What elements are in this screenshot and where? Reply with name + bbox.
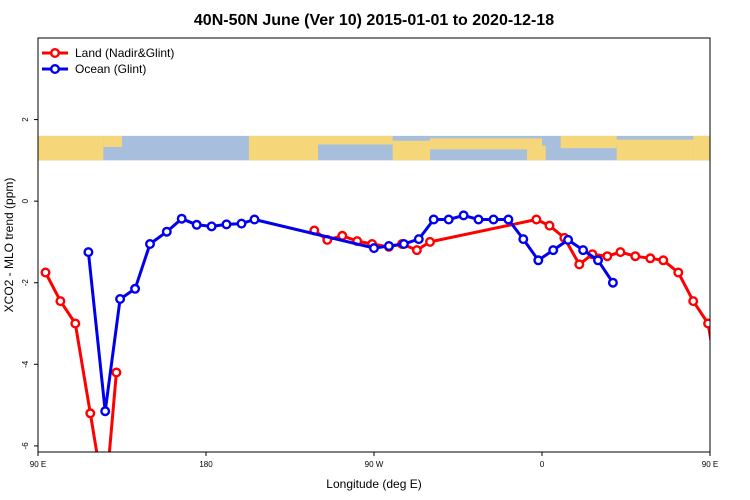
y-tick-label: -2 bbox=[21, 279, 30, 287]
data-point-ocean bbox=[488, 214, 499, 225]
data-point-ocean bbox=[473, 214, 484, 225]
x-axis: 90 E 180 90 W 0 90 E bbox=[30, 452, 718, 469]
legend-label-ocean: Ocean (Glint) bbox=[75, 62, 146, 76]
data-point-ocean bbox=[249, 214, 260, 225]
map-strip bbox=[38, 135, 750, 161]
data-point-land bbox=[544, 220, 555, 231]
data-point-land bbox=[411, 245, 422, 256]
legend: Land (Nadir&Glint) Ocean (Glint) bbox=[42, 46, 174, 76]
series-line-land bbox=[313, 218, 710, 344]
data-point-ocean bbox=[593, 255, 604, 266]
map-land bbox=[527, 145, 546, 161]
series-line-ocean bbox=[721, 232, 750, 412]
map-land bbox=[38, 135, 104, 161]
data-point-ocean bbox=[398, 238, 409, 249]
y-tick-label: 0 bbox=[21, 198, 30, 203]
y-tick-label: -6 bbox=[21, 442, 30, 450]
data-point-land bbox=[703, 318, 710, 329]
data-point-land bbox=[719, 410, 727, 418]
data-point-ocean bbox=[191, 219, 202, 230]
data-point-ocean bbox=[83, 247, 94, 258]
legend-label-land: Land (Nadir&Glint) bbox=[75, 46, 174, 60]
x-tick-label: 180 bbox=[199, 460, 213, 469]
y-axis: -6 -4 -2 0 2 bbox=[21, 117, 38, 450]
data-point-land bbox=[574, 259, 585, 270]
series-line-ocean bbox=[86, 213, 615, 413]
data-point-land bbox=[85, 408, 96, 419]
series-line-land bbox=[742, 373, 750, 459]
map-land bbox=[430, 138, 542, 150]
data-point-land bbox=[630, 251, 641, 262]
series-layer bbox=[40, 210, 750, 459]
data-point-land bbox=[658, 255, 669, 266]
map-land bbox=[103, 135, 122, 147]
data-point-ocean bbox=[518, 234, 529, 245]
x-tick-label: 90 E bbox=[30, 460, 46, 469]
data-point-ocean bbox=[161, 226, 172, 237]
map-land bbox=[616, 139, 694, 161]
x-tick-label: 0 bbox=[540, 460, 545, 469]
data-point-ocean bbox=[428, 214, 439, 225]
data-point-ocean bbox=[734, 407, 742, 415]
data-point-ocean bbox=[176, 213, 187, 224]
legend-marker-land bbox=[50, 48, 61, 59]
data-point-land bbox=[40, 267, 51, 278]
data-point-land bbox=[70, 318, 81, 329]
data-point-ocean bbox=[413, 234, 424, 245]
data-point-ocean bbox=[548, 245, 559, 256]
map-land bbox=[318, 135, 393, 145]
map-land bbox=[392, 140, 430, 161]
data-point-ocean bbox=[100, 406, 111, 417]
data-point-ocean bbox=[443, 214, 454, 225]
y-axis-label: XCO2 - MLO trend (ppm) bbox=[2, 178, 16, 313]
data-point-land bbox=[645, 253, 656, 264]
series-line-land bbox=[44, 271, 99, 452]
data-point-ocean bbox=[383, 240, 394, 251]
data-point-land bbox=[55, 296, 66, 307]
data-point-land bbox=[615, 247, 626, 258]
data-point-land bbox=[111, 367, 122, 378]
data-point-ocean bbox=[369, 243, 380, 254]
map-land bbox=[248, 135, 318, 161]
data-point-ocean bbox=[717, 248, 725, 256]
map-land bbox=[693, 135, 710, 161]
data-point-land bbox=[602, 251, 613, 262]
data-point-ocean bbox=[206, 221, 217, 232]
data-point-ocean bbox=[533, 255, 544, 266]
x-tick-label: 90 E bbox=[702, 460, 718, 469]
data-point-ocean bbox=[115, 294, 126, 305]
series-line-land bbox=[107, 372, 118, 452]
data-point-ocean bbox=[221, 219, 232, 230]
data-point-ocean bbox=[503, 214, 514, 225]
data-point-land bbox=[673, 267, 684, 278]
data-point-ocean bbox=[458, 210, 469, 221]
map-land bbox=[560, 135, 617, 149]
x-tick-label: 90 W bbox=[365, 460, 384, 469]
data-point-ocean bbox=[144, 238, 155, 249]
data-point-land bbox=[531, 214, 542, 225]
y-tick-label: 2 bbox=[21, 117, 30, 122]
data-point-ocean bbox=[236, 218, 247, 229]
chart-title: 40N-50N June (Ver 10) 2015-01-01 to 2020… bbox=[194, 12, 554, 29]
legend-marker-ocean bbox=[50, 63, 61, 74]
data-point-ocean bbox=[607, 277, 618, 288]
data-point-land bbox=[745, 369, 750, 377]
data-point-land bbox=[425, 236, 436, 247]
x-axis-label: Longitude (deg E) bbox=[326, 477, 421, 491]
data-point-ocean bbox=[130, 283, 141, 294]
map-land bbox=[738, 136, 750, 147]
data-point-land bbox=[688, 296, 699, 307]
y-tick-label: -4 bbox=[21, 360, 30, 368]
data-point-ocean bbox=[563, 234, 574, 245]
data-point-ocean bbox=[578, 245, 589, 256]
